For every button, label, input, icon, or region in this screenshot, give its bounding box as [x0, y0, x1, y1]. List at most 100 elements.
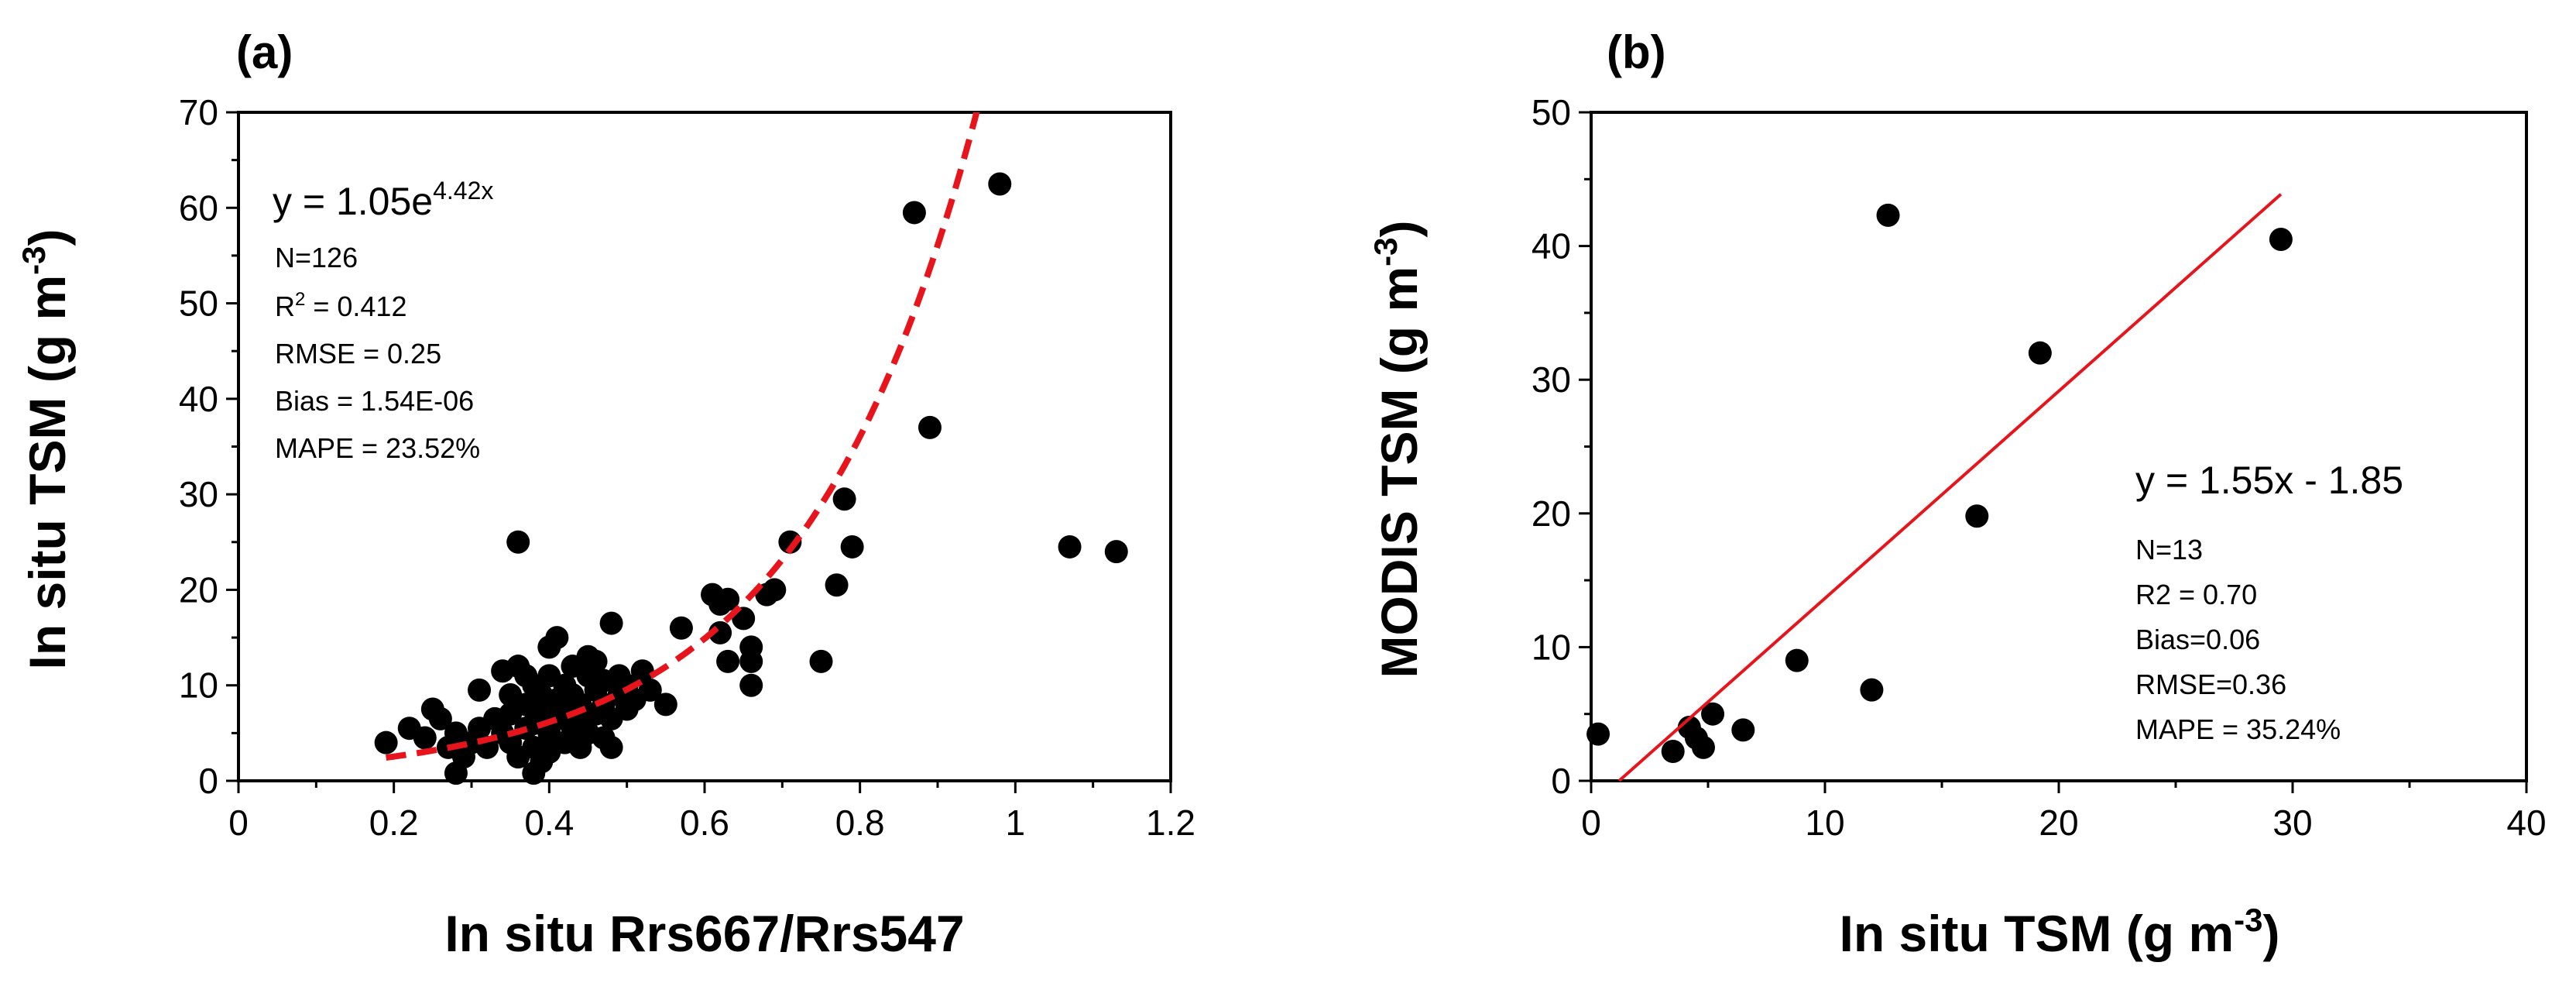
fit-equation: y = 1.55x - 1.85 — [2135, 459, 2403, 502]
data-point — [630, 659, 654, 683]
x-tick-label: 0.2 — [369, 803, 419, 843]
y-tick-label: 10 — [1532, 627, 1571, 667]
y-tick-label: 30 — [179, 474, 218, 514]
data-point — [1661, 740, 1685, 764]
data-point — [1058, 534, 1082, 559]
x-tick-label: 40 — [2506, 803, 2546, 843]
y-axis-title-sup: -3 — [15, 246, 52, 274]
x-axis-title-main: In situ TSM (g m — [1840, 905, 2235, 962]
panel-label: (b) — [1607, 26, 1666, 78]
y-tick-label: 0 — [198, 761, 218, 801]
data-point — [918, 415, 942, 439]
y-axis-title-main: In situ TSM (g m — [19, 275, 76, 670]
y-tick-label: 50 — [179, 284, 218, 324]
data-point — [653, 693, 677, 717]
y-tick-label: 50 — [1532, 92, 1571, 132]
data-point — [1586, 722, 1610, 746]
data-point — [739, 673, 763, 697]
y-axis-title: MODIS TSM (g m-3) — [1367, 221, 1428, 679]
data-point — [669, 616, 693, 640]
data-point — [832, 487, 856, 511]
panel-label: (a) — [236, 26, 293, 78]
x-axis-title: In situ TSM (g m-3) — [1840, 902, 2280, 962]
fit-equation: y = 1.05e4.42x — [273, 177, 493, 223]
stat-r2-main: R — [275, 290, 295, 322]
stat-r2: R2 = 0.412 — [275, 289, 406, 322]
data-point — [2269, 227, 2293, 251]
data-point — [428, 706, 452, 730]
y-axis-title-close: ) — [19, 229, 76, 246]
x-tick-label: 0.6 — [680, 803, 729, 843]
data-point — [599, 611, 623, 635]
data-point — [716, 649, 740, 673]
stat-bias: Bias = 1.54E-06 — [275, 385, 474, 417]
data-point — [545, 626, 569, 650]
y-tick-label: 70 — [179, 92, 218, 132]
data-point — [716, 587, 740, 611]
data-point — [413, 726, 437, 750]
data-point — [599, 735, 623, 759]
panel-b: 0 10 20 30 40 0 10 20 30 40 50 (b) y = 1.55x - 1.85 N… — [1367, 26, 2547, 962]
stat-r2-rest: = 0.412 — [305, 290, 406, 322]
data-point — [374, 730, 398, 754]
x-tick-label: 10 — [1805, 803, 1844, 843]
data-point — [1860, 678, 1884, 702]
x-tick-label: 30 — [2272, 803, 2312, 843]
stat-mape: MAPE = 35.24% — [2135, 713, 2341, 745]
data-point — [1104, 540, 1128, 564]
stat-n: N=126 — [275, 242, 358, 273]
data-point — [2028, 341, 2052, 365]
y-axis-title-main: MODIS TSM (g m — [1370, 266, 1428, 679]
y-tick-label: 30 — [1532, 359, 1571, 400]
data-point — [1876, 203, 1900, 227]
y-axis-title-sup: -3 — [1367, 237, 1404, 266]
x-tick-label: 20 — [2039, 803, 2078, 843]
y-axis-title: In situ TSM (g m-3) — [15, 229, 76, 670]
data-point — [1701, 702, 1725, 726]
x-tick-label: 1 — [1006, 803, 1026, 843]
y-tick-label: 20 — [1532, 493, 1571, 534]
data-point — [739, 649, 763, 673]
fit-line — [1617, 193, 2283, 782]
data-point — [584, 649, 608, 673]
y-axis-title-close: ) — [1370, 221, 1428, 238]
y-tick-label: 20 — [179, 569, 218, 610]
fit-equation-exponent: 4.42x — [433, 177, 493, 205]
x-tick-label: 0 — [228, 803, 249, 843]
fit-curve — [386, 112, 980, 761]
fit-equation-main: y = 1.05e — [273, 180, 433, 223]
data-point — [1691, 735, 1715, 759]
y-tick-label: 40 — [179, 379, 218, 419]
data-points — [374, 172, 1128, 785]
panel-a: 0 0.2 0.4 0.6 0.8 1 1.2 0 10 20 30 40 50 60 70 (a) y = 1… — [15, 26, 1195, 962]
x-axis-title-close: ) — [2263, 905, 2280, 962]
y-tick-label: 60 — [179, 187, 218, 228]
data-point — [840, 534, 864, 559]
data-point — [468, 678, 492, 702]
data-point — [778, 530, 802, 554]
x-tick-label: 0.4 — [524, 803, 574, 843]
x-tick-label: 0 — [1581, 803, 1601, 843]
y-tick-label: 10 — [179, 665, 218, 706]
data-point — [1785, 648, 1809, 672]
x-axis-title-sup: -3 — [2234, 902, 2262, 938]
y-tick-label: 40 — [1532, 226, 1571, 266]
data-point — [902, 201, 926, 225]
stat-mape: MAPE = 23.52% — [275, 432, 480, 464]
data-point — [825, 573, 849, 597]
data-point — [638, 678, 662, 702]
x-axis-title: In situ Rrs667/Rrs547 — [444, 905, 964, 962]
data-point — [763, 578, 787, 602]
stat-r2-sup: 2 — [295, 289, 305, 310]
stat-n: N=13 — [2135, 534, 2203, 565]
stat-rmse: RMSE=0.36 — [2135, 669, 2286, 700]
data-point — [1731, 718, 1755, 742]
x-tick-label: 1.2 — [1146, 803, 1195, 843]
data-point — [809, 649, 833, 673]
data-point — [506, 530, 530, 554]
data-point — [1965, 504, 1989, 528]
stat-r2: R2 = 0.70 — [2135, 579, 2257, 610]
x-tick-label: 0.8 — [835, 803, 885, 843]
data-point — [988, 172, 1012, 196]
